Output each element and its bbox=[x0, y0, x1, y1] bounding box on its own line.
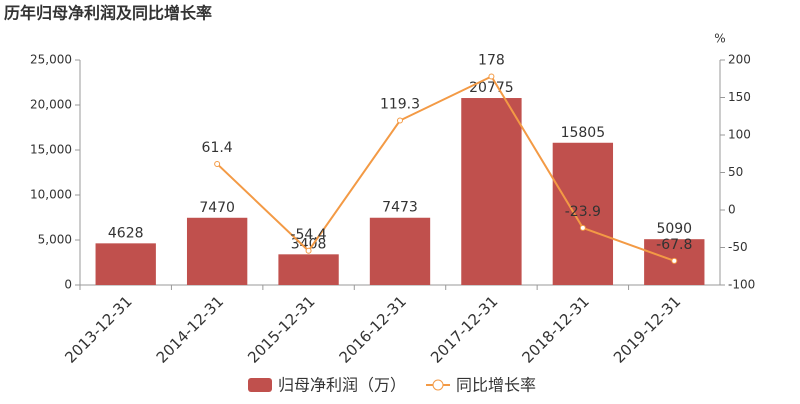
line-value-label: 119.3 bbox=[380, 97, 420, 113]
line-point bbox=[488, 73, 495, 80]
x-tick-label: 2017-12-31 bbox=[427, 292, 501, 366]
line-point bbox=[397, 117, 403, 124]
line-point bbox=[579, 224, 586, 231]
bar-value-label: 7473 bbox=[382, 200, 418, 216]
y-tick-label: 25,000 bbox=[30, 53, 72, 67]
x-tick-label: 2019-12-31 bbox=[610, 292, 684, 366]
bar-value-label: 20775 bbox=[469, 80, 514, 96]
line-value-label: -67.8 bbox=[656, 237, 692, 253]
chart-title: 历年归母净利润及同比增长率 bbox=[4, 4, 212, 23]
y-tick-label: 15,000 bbox=[30, 143, 72, 157]
y-tick-label: 10,000 bbox=[30, 188, 72, 202]
bar-value-label: 15805 bbox=[561, 125, 606, 141]
line-point bbox=[214, 160, 221, 167]
y2-tick-label: -100 bbox=[728, 278, 755, 292]
legend-swatch bbox=[248, 378, 272, 392]
bar bbox=[461, 98, 522, 286]
bar bbox=[186, 217, 248, 285]
line-value-label: -54.4 bbox=[290, 227, 326, 243]
x-tick-label: 2016-12-31 bbox=[336, 292, 410, 366]
legend-label: 归母净利润（万） bbox=[278, 376, 406, 395]
line-value-label: 61.4 bbox=[202, 140, 233, 156]
bar-value-label: 5090 bbox=[656, 221, 692, 237]
y2-tick-label: 200 bbox=[728, 53, 751, 67]
y2-tick-label: 0 bbox=[728, 203, 736, 217]
bar bbox=[95, 243, 156, 285]
bar-value-label: 3408 bbox=[291, 236, 327, 252]
bar bbox=[369, 217, 431, 285]
y-tick-label: 20,000 bbox=[30, 98, 72, 112]
y2-tick-label: 150 bbox=[728, 90, 751, 104]
bar-value-label: 4628 bbox=[108, 225, 144, 241]
bar bbox=[278, 254, 339, 285]
y-tick-label: 5,000 bbox=[38, 233, 72, 247]
line-value-label: 178 bbox=[478, 53, 505, 69]
line-value-label: -23.9 bbox=[565, 204, 601, 220]
x-tick-label: 2013-12-31 bbox=[61, 292, 135, 366]
x-tick-label: 2018-12-31 bbox=[518, 292, 592, 366]
bar bbox=[552, 142, 614, 285]
line bbox=[216, 75, 675, 262]
y-tick-label: 0 bbox=[64, 278, 72, 292]
y2-tick-label: -50 bbox=[728, 240, 748, 254]
line-point bbox=[671, 257, 678, 264]
y2-tick-label: 100 bbox=[728, 128, 751, 142]
y2-axis-label: % bbox=[714, 32, 725, 46]
legend-swatch bbox=[432, 379, 444, 391]
x-tick-label: 2015-12-31 bbox=[244, 292, 318, 366]
line-point bbox=[305, 247, 312, 254]
legend-label: 同比增长率 bbox=[456, 376, 536, 395]
bar-value-label: 7470 bbox=[199, 200, 235, 216]
y2-tick-label: 50 bbox=[728, 165, 743, 179]
x-tick-label: 2014-12-31 bbox=[153, 292, 227, 366]
